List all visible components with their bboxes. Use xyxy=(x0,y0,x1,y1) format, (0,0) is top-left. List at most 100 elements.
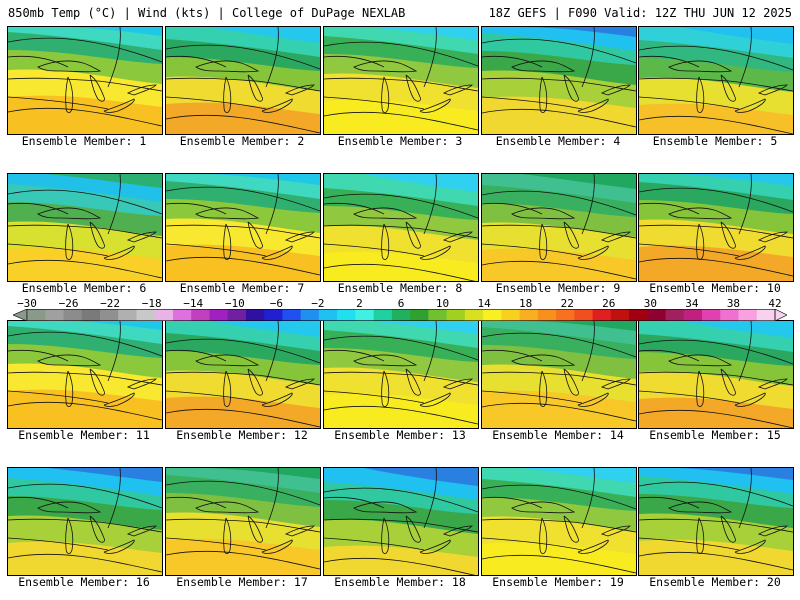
temperature-colorbar xyxy=(13,309,787,321)
colorbar-swatch xyxy=(81,309,101,321)
colorbar-tick-label: 18 xyxy=(519,297,533,310)
member-label: Ensemble Member: 6 xyxy=(21,281,147,295)
member-label: Ensemble Member: 13 xyxy=(334,428,466,442)
member-map xyxy=(481,467,637,576)
member-label: Ensemble Member: 10 xyxy=(649,281,781,295)
colorbar-swatch xyxy=(318,309,338,321)
member-label: Ensemble Member: 20 xyxy=(649,575,781,589)
colorbar-tick-label: 38 xyxy=(726,297,741,310)
colorbar-swatch xyxy=(99,309,119,321)
colorbar-swatch xyxy=(191,309,210,321)
member-label: Ensemble Member: 11 xyxy=(18,428,150,442)
colorbar-swatch xyxy=(172,309,192,321)
colorbar-tick-label: 34 xyxy=(685,297,699,310)
member-label: Ensemble Member: 15 xyxy=(649,428,781,442)
member-label: Ensemble Member: 4 xyxy=(495,134,621,148)
member-map xyxy=(481,320,637,429)
colorbar-swatch xyxy=(756,309,776,321)
member-map xyxy=(165,26,321,135)
member-map xyxy=(165,467,321,576)
colorbar-swatch xyxy=(665,309,685,321)
member-label: Ensemble Member: 7 xyxy=(179,281,305,295)
member-label: Ensemble Member: 12 xyxy=(176,428,308,442)
colorbar-tick-label: −2 xyxy=(311,297,325,310)
colorbar-swatch xyxy=(702,309,721,321)
colorbar-tick-label: −10 xyxy=(224,297,245,310)
member-label: Ensemble Member: 8 xyxy=(337,281,463,295)
member-label: Ensemble Member: 2 xyxy=(179,134,305,148)
colorbar-swatch xyxy=(537,309,557,321)
member-map xyxy=(323,173,479,282)
colorbar-tick-label: 30 xyxy=(643,297,657,310)
member-map xyxy=(323,467,479,576)
member-map xyxy=(481,26,637,135)
member-map xyxy=(165,173,321,282)
colorbar-tick-label: 2 xyxy=(356,297,363,310)
member-map xyxy=(638,26,794,135)
colorbar-swatch xyxy=(629,309,648,321)
member-label: Ensemble Member: 16 xyxy=(18,575,150,589)
member-label: Ensemble Member: 18 xyxy=(334,575,466,589)
colorbar-swatch xyxy=(355,309,375,321)
member-label: Ensemble Member: 1 xyxy=(21,134,147,148)
colorbar-swatch xyxy=(27,309,46,321)
colorbar-swatch xyxy=(410,309,429,321)
colorbar-tick-label: 26 xyxy=(602,297,616,310)
colorbar-swatch xyxy=(501,309,521,321)
member-map xyxy=(481,173,637,282)
member-map xyxy=(323,320,479,429)
member-map xyxy=(7,320,163,429)
colorbar-swatch xyxy=(592,309,612,321)
colorbar-swatch xyxy=(556,309,575,321)
colorbar-swatch xyxy=(574,309,594,321)
colorbar-swatch xyxy=(647,309,667,321)
colorbar-tick-label: 22 xyxy=(560,297,574,310)
colorbar-swatch xyxy=(483,309,502,321)
colorbar-tick-label: −22 xyxy=(100,297,121,310)
colorbar-tick-label: −30 xyxy=(17,297,37,310)
colorbar-swatch xyxy=(282,309,302,321)
colorbar-swatch xyxy=(720,309,740,321)
member-map xyxy=(638,467,794,576)
colorbar-swatch xyxy=(337,309,356,321)
colorbar-swatch xyxy=(300,309,320,321)
member-label: Ensemble Member: 3 xyxy=(337,134,463,148)
colorbar-tick-label: 14 xyxy=(477,297,491,310)
member-label: Ensemble Member: 5 xyxy=(652,134,778,148)
colorbar-swatch xyxy=(154,309,174,321)
colorbar-tick-label: 42 xyxy=(768,297,782,310)
colorbar-tick-label: 10 xyxy=(435,297,450,310)
colorbar-swatch xyxy=(63,309,83,321)
colorbar-swatch xyxy=(373,309,393,321)
colorbar-swatch xyxy=(227,309,247,321)
member-map xyxy=(165,320,321,429)
member-label: Ensemble Member: 14 xyxy=(492,428,624,442)
member-map xyxy=(638,173,794,282)
colorbar-swatch xyxy=(118,309,137,321)
member-map xyxy=(7,173,163,282)
colorbar-swatch xyxy=(428,309,448,321)
colorbar-swatch xyxy=(519,309,539,321)
member-label: Ensemble Member: 9 xyxy=(495,281,621,295)
colorbar-swatch xyxy=(264,309,283,321)
run-info: 18Z GEFS | F090 Valid: 12Z THU JUN 12 20… xyxy=(488,6,792,20)
member-label: Ensemble Member: 19 xyxy=(492,575,624,589)
colorbar-swatch xyxy=(464,309,484,321)
member-map xyxy=(7,26,163,135)
colorbar-swatch xyxy=(209,309,229,321)
colorbar-tick-label: 6 xyxy=(397,297,405,310)
member-map xyxy=(323,26,479,135)
colorbar-swatch xyxy=(446,309,466,321)
colorbar-swatch xyxy=(136,309,156,321)
chart-title: 850mb Temp (°C) | Wind (kts) | College o… xyxy=(8,6,406,20)
colorbar-swatch xyxy=(45,309,64,321)
member-label: Ensemble Member: 17 xyxy=(176,575,308,589)
colorbar-tick-label: −6 xyxy=(269,297,283,310)
colorbar-swatch xyxy=(391,309,411,321)
colorbar-tick-label: −18 xyxy=(141,297,162,310)
colorbar-swatch xyxy=(610,309,630,321)
colorbar-tick-label: −14 xyxy=(183,297,204,310)
member-map xyxy=(638,320,794,429)
colorbar-swatch xyxy=(738,309,758,321)
colorbar-tick-label: −26 xyxy=(58,297,79,310)
